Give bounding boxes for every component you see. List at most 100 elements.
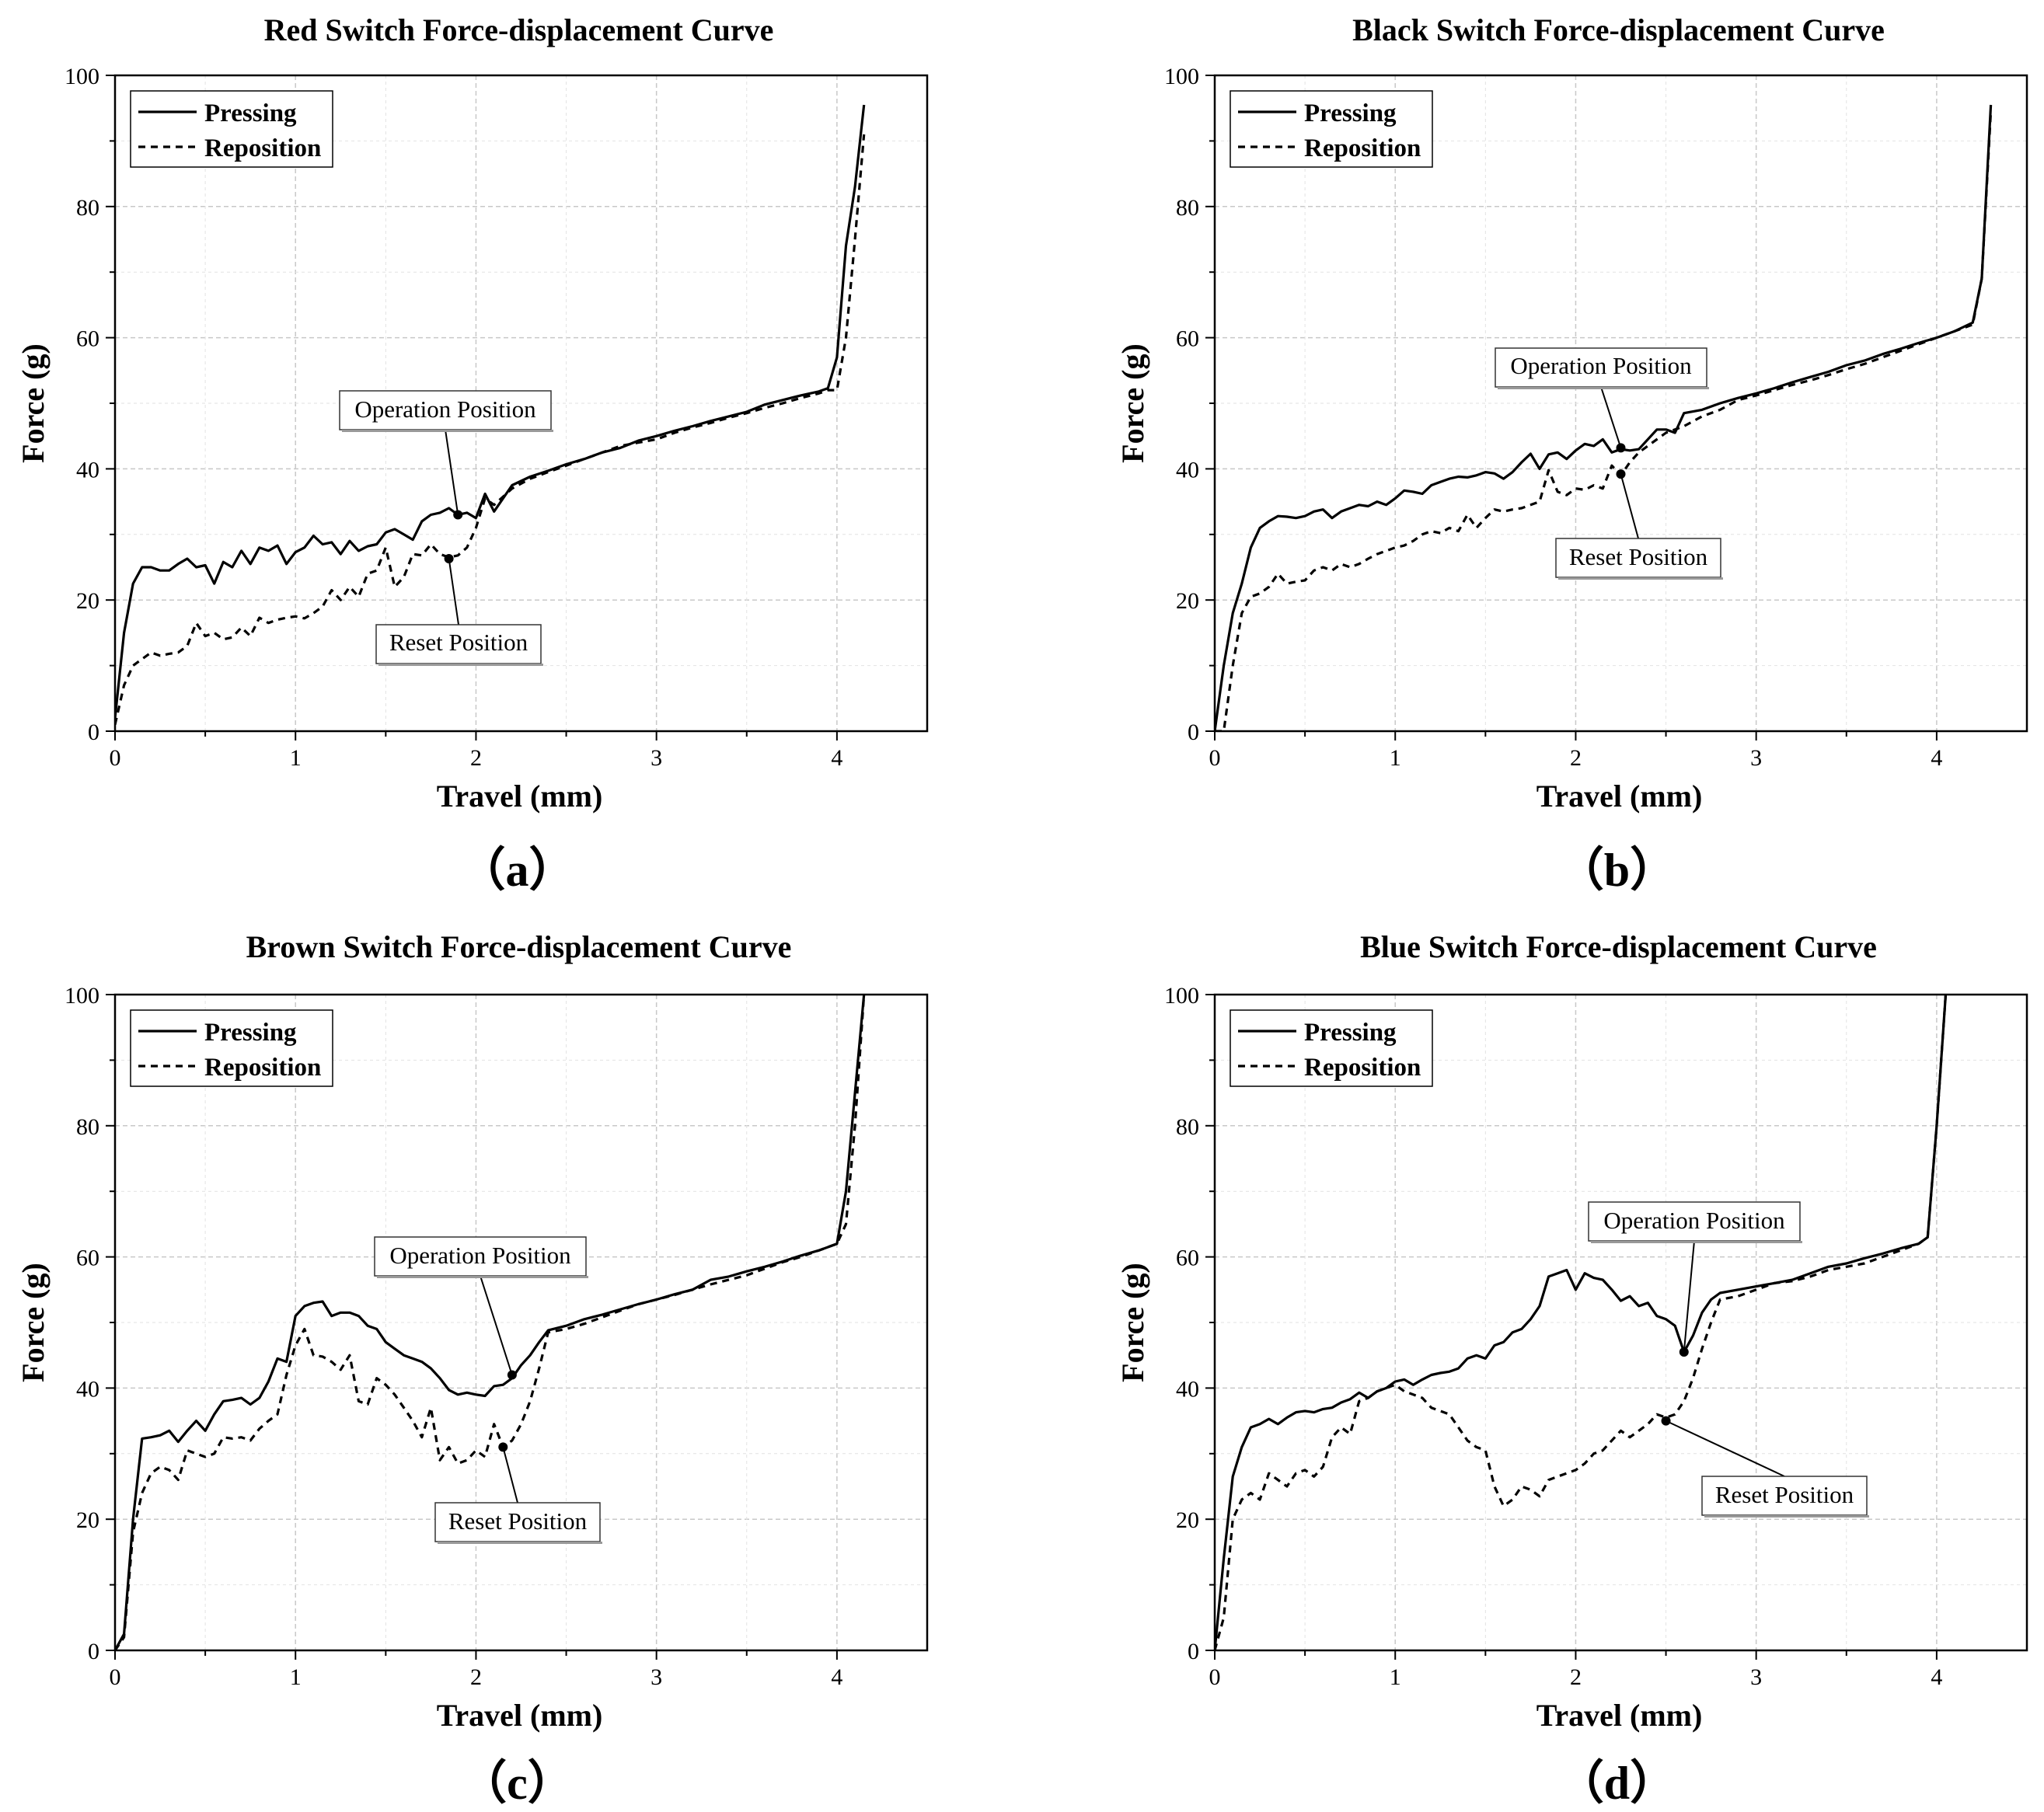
x-axis-label: Travel (mm)	[1536, 1698, 1703, 1733]
x-tick-label: 0	[110, 745, 121, 771]
series-line-pressing	[115, 104, 866, 719]
y-tick-label: 100	[1164, 64, 1199, 89]
y-tick-label: 0	[1188, 720, 1199, 745]
x-tick-label: 2	[470, 745, 482, 771]
legend-box	[1230, 1009, 1433, 1087]
annotation-shadow	[378, 664, 543, 666]
y-axis-label: Force (g)	[1115, 343, 1150, 463]
x-tick-label: 3	[651, 745, 662, 771]
x-tick-label: 1	[290, 745, 302, 771]
annotation-leader	[480, 1275, 513, 1375]
legend-label-pressing: Pressing	[204, 1019, 297, 1047]
annotation-shadow	[342, 430, 553, 432]
y-tick-label: 100	[65, 64, 99, 89]
y-axis-label: Force (g)	[1115, 1263, 1150, 1382]
annotation-leader	[1600, 386, 1622, 448]
annotation-label: Reset Position	[1715, 1481, 1854, 1508]
annotation-marker	[1661, 1416, 1671, 1426]
legend-label-reposition: Reposition	[1304, 1054, 1421, 1082]
x-axis-label: Travel (mm)	[1536, 779, 1703, 814]
x-tick-label: 3	[1750, 1664, 1762, 1690]
panel-label: （a）	[459, 844, 576, 896]
grid	[115, 75, 927, 731]
annotation-shadow	[377, 1276, 588, 1278]
x-tick-label: 1	[1390, 1664, 1401, 1690]
x-tick-label: 1	[1390, 745, 1401, 771]
y-tick-label: 40	[1176, 1376, 1199, 1402]
legend: Pressing Reposition	[1230, 1009, 1433, 1087]
annotation-box	[1555, 538, 1721, 578]
series-line-reposition	[1215, 111, 1993, 731]
x-tick-label: 2	[1570, 1664, 1582, 1690]
chart-title: Blue Switch Force-displacement Curve	[1360, 929, 1877, 964]
legend-label-reposition: Reposition	[204, 134, 321, 162]
panel-label: （b）	[1557, 844, 1676, 896]
y-tick-label: 60	[76, 1246, 99, 1271]
series-line-reposition	[115, 995, 866, 1650]
annotation-shadow	[1498, 387, 1709, 389]
annotation-marker	[444, 554, 454, 564]
chart-title: Brown Switch Force-displacement Curve	[246, 929, 792, 964]
x-tick-label: 3	[1750, 745, 1762, 771]
y-tick-label: 80	[76, 1114, 99, 1140]
legend-label-reposition: Reposition	[204, 1054, 321, 1082]
annotation-marker	[1616, 443, 1626, 453]
y-tick-label: 40	[76, 1376, 99, 1402]
panel-label: （c）	[460, 1757, 574, 1809]
series-group	[115, 995, 866, 1650]
annotation-marker	[453, 510, 463, 520]
annotation-label: Reset Position	[448, 1507, 588, 1535]
annotation-marker	[1679, 1347, 1689, 1357]
annotation-label: Operation Position	[1603, 1207, 1785, 1234]
chart-title: Red Switch Force-displacement Curve	[264, 12, 774, 47]
annotation-leader	[445, 429, 459, 515]
x-tick-label: 4	[831, 745, 842, 771]
annotation-box	[1495, 347, 1707, 388]
annotation-box	[1701, 1476, 1868, 1516]
y-tick-label: 60	[1176, 1246, 1199, 1271]
legend-box	[130, 90, 333, 168]
y-tick-label: 0	[88, 720, 99, 745]
series-line-pressing	[1215, 995, 1948, 1650]
y-tick-label: 80	[1176, 195, 1199, 221]
x-tick-label: 4	[831, 1664, 842, 1690]
annotation-label: Operation Position	[389, 1242, 571, 1269]
x-tick-label: 2	[470, 1664, 482, 1690]
annotation-leader	[1666, 1420, 1785, 1477]
legend-box	[1230, 90, 1433, 168]
legend-box	[130, 1009, 333, 1087]
panel-label: （d）	[1557, 1757, 1676, 1809]
grid	[1215, 75, 2027, 731]
annotation-marker	[498, 1442, 508, 1452]
y-tick-label: 40	[76, 457, 99, 483]
annotation-label: Reset Position	[389, 629, 528, 656]
series-group	[115, 104, 866, 725]
annotation-shadow	[438, 1542, 602, 1544]
legend-label-reposition: Reposition	[1304, 134, 1421, 162]
y-tick-label: 20	[1176, 588, 1199, 614]
annotation-marker	[507, 1370, 517, 1380]
annotation-leader	[1683, 1240, 1695, 1353]
legend-label-pressing: Pressing	[204, 99, 297, 127]
x-tick-label: 0	[1209, 1664, 1221, 1690]
series-line-reposition	[1215, 995, 1948, 1650]
annotation-label: Operation Position	[354, 396, 536, 423]
annotation-leader	[1620, 473, 1639, 539]
x-tick-label: 2	[1570, 745, 1582, 771]
x-tick-label: 4	[1931, 1664, 1942, 1690]
annotation-shadow	[1558, 577, 1723, 580]
legend-label-pressing: Pressing	[1304, 99, 1397, 127]
annotation-label: Reset Position	[1569, 543, 1708, 570]
y-axis-label: Force (g)	[16, 1263, 51, 1382]
series-group	[1215, 104, 1993, 731]
annotation-shadow	[1591, 1241, 1802, 1243]
chart-title: Black Switch Force-displacement Curve	[1352, 12, 1885, 47]
y-tick-label: 0	[88, 1639, 99, 1664]
y-tick-label: 20	[1176, 1507, 1199, 1533]
x-axis-label: Travel (mm)	[437, 1698, 603, 1733]
y-tick-label: 20	[76, 588, 99, 614]
